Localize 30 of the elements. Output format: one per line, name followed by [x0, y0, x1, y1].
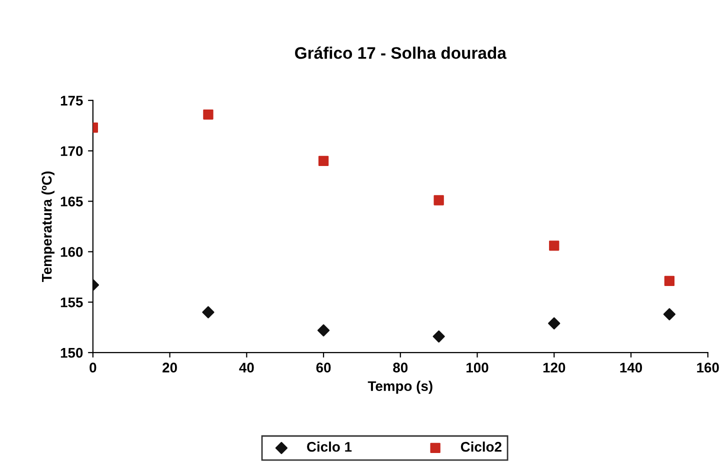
- legend-label: Ciclo2: [460, 442, 502, 452]
- x-tick-label: 100: [466, 362, 488, 373]
- y-tick-label: 175: [60, 96, 83, 106]
- point: [432, 330, 445, 343]
- point: [664, 276, 675, 286]
- y-tick-label: 160: [60, 247, 83, 257]
- chart-title: Gráfico 17 - Solha dourada: [295, 46, 507, 59]
- x-tick-label: 120: [543, 362, 566, 373]
- x-tick-label: 140: [620, 362, 642, 373]
- x-tick-label: 20: [162, 362, 177, 373]
- x-tick-label: 0: [90, 362, 96, 373]
- point: [549, 240, 560, 251]
- x-tick-label: 40: [239, 362, 254, 373]
- x-tick-label: 160: [697, 362, 719, 373]
- x-tick-label: 80: [393, 362, 408, 373]
- point: [548, 317, 560, 330]
- y-tick-label: 170: [60, 146, 83, 156]
- point: [202, 306, 214, 318]
- x-tick-label: 60: [316, 362, 331, 373]
- y-tick-label: 155: [60, 298, 83, 308]
- point: [434, 195, 444, 206]
- point: [203, 109, 214, 120]
- y-axis-title: Temperatura (ºC): [42, 172, 54, 282]
- y-tick-label: 165: [60, 196, 83, 206]
- point: [317, 324, 330, 336]
- legend-label: Ciclo 1: [307, 442, 352, 452]
- point: [318, 156, 329, 166]
- point: [663, 308, 676, 320]
- y-tick-label: 150: [60, 348, 83, 358]
- x-axis-title: Tempo (s): [368, 380, 432, 394]
